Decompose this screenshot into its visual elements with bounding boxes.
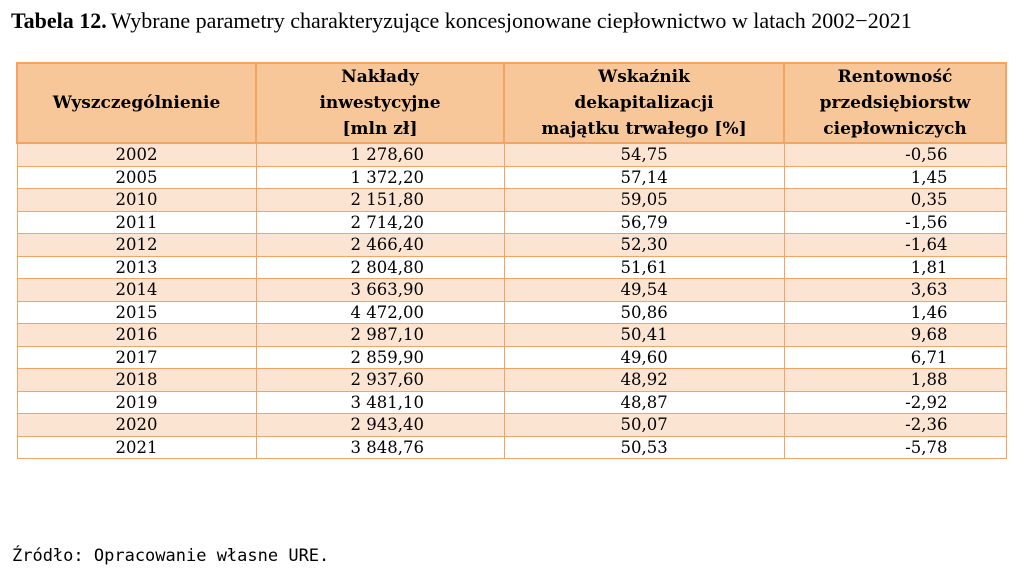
cell-year: 2021: [16, 436, 257, 459]
header-naklady: Nakłady inwestycyjne [mln zł]: [255, 62, 505, 144]
cell-depreciation: 48,87: [503, 391, 785, 414]
cell-investment: 3 848,76: [255, 436, 505, 459]
cell-year: 2011: [16, 211, 257, 234]
cell-year: 2018: [16, 368, 257, 392]
header-wskaznik: Wskaźnik dekapitalizacji majątku trwałego …: [503, 62, 785, 144]
cell-investment: 2 804,80: [255, 256, 505, 279]
cell-profitability: -1,56: [783, 211, 1007, 234]
cell-investment: 2 859,90: [255, 346, 505, 369]
cell-year: 2012: [16, 233, 257, 257]
header-line: majątku trwałego [%]: [541, 119, 747, 139]
table-row: 2017 2 859,90 49,60 6,71: [16, 346, 1007, 369]
table-row: 2020 2 943,40 50,07 -2,36: [16, 413, 1007, 437]
header-line: przedsiębiorstw: [819, 93, 971, 113]
table-row: 2015 4 472,00 50,86 1,46: [16, 301, 1007, 324]
cell-profitability: 1,45: [783, 166, 1007, 189]
cell-depreciation: 51,61: [503, 256, 785, 279]
cell-depreciation: 50,86: [503, 301, 785, 324]
header-line: inwestycyjne: [319, 93, 441, 113]
cell-year: 2014: [16, 278, 257, 302]
cell-investment: 2 151,80: [255, 188, 505, 212]
cell-investment: 3 663,90: [255, 278, 505, 302]
cell-year: 2005: [16, 166, 257, 189]
cell-year: 2013: [16, 256, 257, 279]
cell-profitability: 3,63: [783, 278, 1007, 302]
cell-depreciation: 49,54: [503, 278, 785, 302]
table-row: 2002 1 278,60 54,75 -0,56: [16, 143, 1007, 167]
cell-year: 2002: [16, 143, 257, 167]
cell-profitability: 0,35: [783, 188, 1007, 212]
cell-year: 2017: [16, 346, 257, 369]
cell-year: 2010: [16, 188, 257, 212]
header-rentownosc: Rentowność przedsiębiorstw ciepłowniczych: [783, 62, 1007, 144]
cell-profitability: 9,68: [783, 323, 1007, 347]
cell-profitability: 1,88: [783, 368, 1007, 392]
table-caption-text: Wybrane parametry charakteryzujące konce…: [110, 8, 912, 33]
cell-profitability: -2,92: [783, 391, 1007, 414]
cell-profitability: -1,64: [783, 233, 1007, 257]
header-line: Wyszczególnienie: [52, 93, 221, 113]
table-body: 2002 1 278,60 54,75 -0,56 2005 1 372,20 57,14 1…: [16, 143, 1007, 459]
cell-investment: 2 714,20: [255, 211, 505, 234]
table-caption: Tabela 12. Wybrane parametry charakteryzu…: [11, 6, 1015, 36]
cell-year: 2020: [16, 413, 257, 437]
cell-investment: 2 937,60: [255, 368, 505, 392]
cell-investment: 3 481,10: [255, 391, 505, 414]
table-row: 2011 2 714,20 56,79 -1,56: [16, 211, 1007, 234]
header-line: ciepłowniczych: [823, 119, 967, 139]
cell-depreciation: 48,92: [503, 368, 785, 392]
cell-profitability: -0,56: [783, 143, 1007, 167]
cell-depreciation: 57,14: [503, 166, 785, 189]
header-line: Rentowność: [837, 67, 953, 87]
cell-depreciation: 50,53: [503, 436, 785, 459]
cell-profitability: -2,36: [783, 413, 1007, 437]
cell-year: 2015: [16, 301, 257, 324]
cell-profitability: 1,46: [783, 301, 1007, 324]
table-row: 2005 1 372,20 57,14 1,45: [16, 166, 1007, 189]
cell-investment: 2 943,40: [255, 413, 505, 437]
cell-investment: 1 372,20: [255, 166, 505, 189]
table-row: 2012 2 466,40 52,30 -1,64: [16, 233, 1007, 257]
table-header: Wyszczególnienie Nakłady inwestycyjne [mln …: [16, 62, 1007, 144]
table-row: 2010 2 151,80 59,05 0,35: [16, 188, 1007, 212]
cell-depreciation: 54,75: [503, 143, 785, 167]
cell-depreciation: 59,05: [503, 188, 785, 212]
header-line: dekapitalizacji: [574, 93, 714, 113]
cell-depreciation: 50,07: [503, 413, 785, 437]
header-line: [mln zł]: [342, 119, 418, 139]
cell-investment: 2 466,40: [255, 233, 505, 257]
cell-depreciation: 49,60: [503, 346, 785, 369]
table-row: 2016 2 987,10 50,41 9,68: [16, 323, 1007, 347]
cell-investment: 1 278,60: [255, 143, 505, 167]
header-line: Wskaźnik: [598, 67, 690, 87]
header-line: Nakłady: [341, 67, 419, 87]
table-row: 2014 3 663,90 49,54 3,63: [16, 278, 1007, 302]
table-caption-label: Tabela 12.: [11, 8, 107, 33]
cell-investment: 4 472,00: [255, 301, 505, 324]
table-row: 2013 2 804,80 51,61 1,81: [16, 256, 1007, 279]
source-note: Źródło: Opracowanie własne URE.: [12, 546, 330, 566]
table-row: 2021 3 848,76 50,53 -5,78: [16, 436, 1007, 459]
cell-year: 2016: [16, 323, 257, 347]
cell-profitability: -5,78: [783, 436, 1007, 459]
cell-profitability: 6,71: [783, 346, 1007, 369]
table-row: 2019 3 481,10 48,87 -2,92: [16, 391, 1007, 414]
header-wyszczegolnienie: Wyszczególnienie: [16, 62, 257, 144]
table-row: 2018 2 937,60 48,92 1,88: [16, 368, 1007, 392]
cell-investment: 2 987,10: [255, 323, 505, 347]
data-table: Wyszczególnienie Nakłady inwestycyjne [mln …: [16, 62, 1007, 459]
cell-depreciation: 50,41: [503, 323, 785, 347]
cell-profitability: 1,81: [783, 256, 1007, 279]
header-row: Wyszczególnienie Nakłady inwestycyjne [mln …: [16, 62, 1007, 144]
cell-depreciation: 52,30: [503, 233, 785, 257]
cell-year: 2019: [16, 391, 257, 414]
cell-depreciation: 56,79: [503, 211, 785, 234]
